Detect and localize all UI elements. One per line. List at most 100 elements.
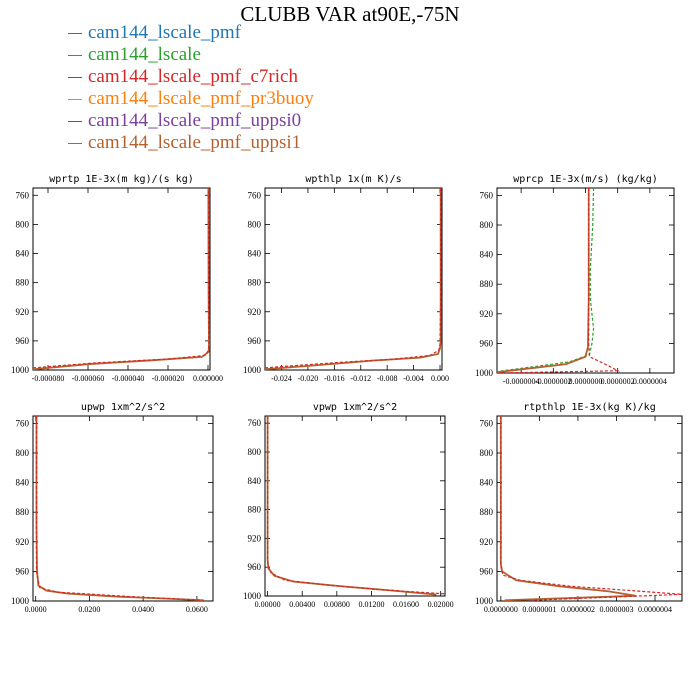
legend-line-swatch: [68, 121, 82, 123]
series-line: [265, 188, 442, 369]
legend-line-swatch: [68, 99, 82, 101]
legend-line-swatch: [68, 55, 82, 57]
y-tick-label: 760: [248, 190, 262, 200]
y-tick-label: 960: [16, 566, 30, 576]
legend-entry: cam144_lscale_pmf_pr3buoy: [68, 88, 314, 110]
x-tick-label: -0.004: [403, 374, 424, 383]
legend-label: cam144_lscale_pmf_uppsi1: [88, 132, 302, 153]
x-tick-label: 0.0000004: [638, 605, 672, 614]
x-tick-label: 0.0000: [25, 605, 47, 614]
x-tick-label: 0.02000: [428, 600, 454, 609]
legend-label: cam144_lscale_pmf: [88, 22, 242, 43]
chart-title: wprtp 1E-3x(m kg)/(s kg): [49, 174, 194, 185]
y-tick-label: 800: [16, 219, 30, 229]
y-tick-label: 1000: [243, 365, 262, 375]
plot-frame: [496, 187, 675, 374]
series-line: [35, 416, 204, 601]
series-line: [497, 188, 595, 373]
series-line: [266, 416, 437, 596]
y-tick-label: 840: [480, 250, 494, 260]
y-tick-label: 840: [480, 478, 494, 488]
x-tick-label: 0.000: [431, 374, 449, 383]
x-tick-label: -0.000080: [32, 374, 65, 383]
chart-title: upwp 1xm^2/s^2: [81, 402, 165, 413]
legend-label: cam144_lscale_pmf_uppsi0: [88, 110, 302, 131]
y-tick-label: 1000: [11, 365, 30, 375]
x-tick-label: 0.0600: [186, 605, 208, 614]
y-tick-label: 840: [248, 249, 262, 259]
legend-label: cam144_lscale_pmf_pr3buoy: [88, 88, 314, 109]
x-tick-label: 0.0000001: [522, 605, 556, 614]
x-tick-label: -0.012: [350, 374, 371, 383]
legend-entry: cam144_lscale_pmf_c7rich: [68, 66, 314, 88]
legend-entry: cam144_lscale: [68, 44, 314, 66]
chart-title: vpwp 1xm^2/s^2: [313, 402, 397, 413]
x-tick-label: 0.01600: [393, 600, 419, 609]
y-tick-label: 960: [480, 566, 494, 576]
legend: cam144_lscale_pmf cam144_lscale cam144_l…: [68, 22, 314, 154]
y-tick-label: 840: [16, 478, 30, 488]
legend-entry: cam144_lscale_pmf: [68, 22, 314, 44]
y-tick-label: 1000: [11, 596, 30, 606]
legend-label: cam144_lscale_pmf_c7rich: [88, 66, 298, 87]
y-tick-label: 920: [480, 537, 494, 547]
x-tick-label: -0.024: [271, 374, 292, 383]
y-tick-label: 880: [480, 279, 494, 289]
y-tick-label: 760: [480, 418, 494, 428]
y-tick-label: 920: [248, 307, 262, 317]
y-tick-label: 880: [16, 507, 30, 517]
x-tick-label: 0.0400: [132, 605, 154, 614]
y-tick-label: 960: [480, 338, 494, 348]
x-tick-label: 0.0000000: [569, 377, 603, 386]
y-tick-label: 1000: [475, 596, 494, 606]
y-tick-label: 760: [16, 190, 30, 200]
chart-title: wprcp 1E-3x(m/s) (kg/kg): [513, 174, 658, 185]
x-tick-label: -0.000060: [72, 374, 105, 383]
plot-frame: [496, 415, 683, 602]
chart-panel: wpthlp 1x(m K)/s 760 800 840 880 920 960 1000 -0…: [243, 174, 449, 383]
chart-title: rtpthlp 1E-3x(kg K)/kg: [523, 402, 655, 413]
plot-frame: [264, 415, 446, 597]
y-tick-label: 880: [480, 507, 494, 517]
legend-entry: cam144_lscale_pmf_uppsi1: [68, 132, 314, 154]
x-tick-label: 0.0000004: [633, 377, 667, 386]
y-tick-label: 920: [248, 533, 262, 543]
figure-title: CLUBB VAR at90E,-75N: [240, 2, 460, 26]
x-tick-label: 0.01200: [358, 600, 384, 609]
x-tick-label: 0.0000003: [599, 605, 633, 614]
y-tick-label: 760: [16, 418, 30, 428]
x-tick-label: -0.0000004: [503, 377, 540, 386]
y-tick-label: 920: [480, 309, 494, 319]
y-tick-label: 760: [480, 190, 494, 200]
series-line: [499, 416, 636, 601]
series-line: [497, 188, 620, 373]
x-tick-label: -0.016: [324, 374, 345, 383]
plot-frame: [32, 415, 214, 602]
legend-label: cam144_lscale: [88, 44, 201, 65]
plot-frame: [264, 187, 443, 371]
x-tick-label: -0.020: [298, 374, 319, 383]
chart-panel: vpwp 1xm^2/s^276080084088092096010000.00…: [243, 402, 454, 609]
legend-line-swatch: [68, 77, 82, 79]
y-tick-label: 960: [248, 336, 262, 346]
plot-frame: [32, 187, 211, 371]
legend-line-swatch: [68, 143, 82, 145]
chart-panel: wprcp 1E-3x(m/s) (kg/kg) 760 800 840 880 920 9…: [475, 174, 675, 386]
x-tick-label: 0.00400: [289, 600, 315, 609]
y-tick-label: 920: [16, 537, 30, 547]
y-tick-label: 800: [480, 448, 494, 458]
x-tick-label: 0.0000000: [484, 605, 518, 614]
y-tick-label: 880: [248, 278, 262, 288]
y-tick-label: 880: [16, 278, 30, 288]
chart-panel: rtpthlp 1E-3x(kg K)/kg 760 800 840 880 920 960…: [475, 402, 683, 614]
x-tick-label: -0.000040: [112, 374, 145, 383]
chart-panel: wprtp 1E-3x(m kg)/(s kg) 760 800 840 880 920 9…: [11, 174, 223, 383]
x-tick-label: -0.008: [377, 374, 398, 383]
x-tick-label: -0.000020: [152, 374, 185, 383]
legend-entry: cam144_lscale_pmf_uppsi0: [68, 110, 314, 132]
series-line: [265, 188, 442, 370]
x-tick-label: 0.00800: [324, 600, 350, 609]
series-line: [500, 416, 682, 601]
series-line: [497, 188, 590, 373]
